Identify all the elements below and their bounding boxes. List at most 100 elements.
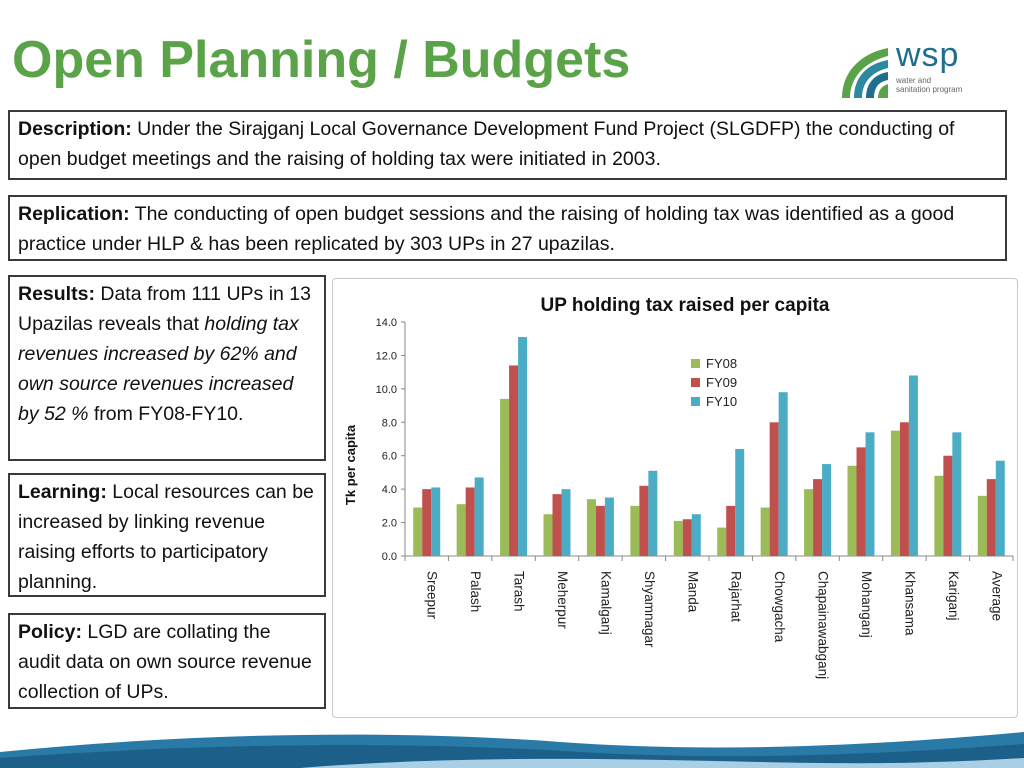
bar-fy08-manda (673, 520, 683, 556)
description-label: Description: (18, 118, 132, 140)
bar-fy10-mohanganj (865, 432, 875, 556)
bar-fy10-kariganj (952, 432, 962, 556)
bar-fy08-khansama (890, 430, 900, 556)
category-label: Manda (685, 571, 700, 613)
category-label: Mohanganj (859, 571, 874, 638)
chart-frame: UP holding tax raised per capita Tk per … (332, 278, 1018, 718)
bar-fy09-chowgacha (769, 422, 779, 556)
bar-fy08-mohanganj (847, 465, 857, 556)
category-label: Palash (468, 571, 483, 612)
policy-text: LGD are collating the audit data on own … (18, 621, 312, 703)
description-box: Description: Under the Sirajganj Local G… (8, 110, 1007, 180)
bar-fy09-tarash (509, 365, 519, 556)
category-label: Rajarhat (729, 571, 744, 622)
bar-chart: UP holding tax raised per capita Tk per … (343, 295, 1014, 679)
legend-swatch-fy10 (691, 397, 700, 406)
bar-fy08-shyamnagar (630, 505, 640, 556)
bar-fy09-kamalganj (595, 505, 605, 556)
logo-line-1: water and (896, 76, 932, 85)
y-axis-label: Tk per capita (343, 424, 358, 505)
bar-fy09-manda (682, 519, 692, 556)
category-label: Kariganj (946, 571, 961, 621)
results-box: Results: Data from 111 UPs in 13 Upazila… (8, 275, 326, 461)
bar-fy10-sreepur (431, 487, 441, 556)
bar-fy08-rajarhat (717, 527, 727, 556)
y-tick-label: 0.0 (382, 551, 397, 563)
bar-fy08-average (977, 495, 987, 556)
bar-fy09-kariganj (943, 455, 953, 556)
results-text-2: from FY08-FY10. (88, 403, 244, 425)
bar-fy08-palash (456, 504, 466, 556)
legend-label-fy10: FY10 (706, 394, 737, 409)
bar-fy10-chowgacha (778, 392, 788, 556)
category-label: Tarash (512, 571, 527, 612)
bar-fy10-meherpur (561, 489, 571, 556)
legend-label-fy09: FY09 (706, 375, 737, 390)
y-tick-label: 8.0 (382, 417, 397, 429)
bar-fy10-kamalganj (604, 497, 614, 556)
category-label: Chapainawabganj (816, 571, 831, 679)
y-tick-label: 6.0 (382, 451, 397, 463)
bar-fy09-sreepur (422, 489, 432, 556)
category-label: Khansama (902, 571, 917, 636)
category-label: Kamalganj (598, 571, 613, 635)
wave-icon (842, 48, 888, 98)
bar-fy10-shyamnagar (648, 470, 658, 556)
bar-fy08-meherpur (543, 514, 553, 556)
y-tick-label: 14.0 (376, 317, 397, 329)
bar-fy10-tarash (518, 337, 528, 556)
bar-fy08-chapainawabganj (804, 489, 814, 556)
bar-fy08-sreepur (413, 507, 423, 556)
results-label: Results: (18, 283, 95, 305)
results-text-1: Data from 111 UPs in 13 Upazilas reveals… (18, 283, 311, 335)
bar-fy09-khansama (899, 422, 909, 556)
bar-fy10-average (995, 460, 1005, 556)
logo-line-2: sanitation program (896, 85, 963, 94)
bar-fy09-meherpur (552, 494, 562, 556)
learning-text: Local resources can be increased by link… (18, 481, 314, 593)
bar-fy09-palash (465, 487, 475, 556)
bar-fy10-rajarhat (735, 449, 745, 556)
bar-fy10-palash (474, 477, 484, 556)
bar-fy08-chowgacha (760, 507, 770, 556)
bar-fy08-tarash (500, 398, 510, 556)
replication-label: Replication: (18, 203, 130, 225)
learning-label: Learning: (18, 481, 107, 503)
category-label: Chowgacha (772, 571, 787, 643)
category-label: Meherpur (555, 571, 570, 629)
footer-wave (0, 732, 1024, 768)
learning-box: Learning: Local resources can be increas… (8, 473, 326, 597)
policy-box: Policy: LGD are collating the audit data… (8, 613, 326, 709)
bar-fy08-kariganj (934, 475, 944, 556)
chart-bars (413, 337, 1005, 556)
replication-text: The conducting of open budget sessions a… (18, 203, 955, 255)
bar-fy10-chapainawabganj (822, 464, 832, 556)
bar-fy09-average (986, 479, 996, 556)
y-tick-label: 12.0 (376, 350, 397, 362)
legend-label-fy08: FY08 (706, 356, 737, 371)
page-title: Open Planning / Budgets (12, 31, 631, 89)
category-labels: Sreepur Palash Tarash Meherpur Kamalganj Shya… (425, 571, 1005, 679)
y-tick-label: 10.0 (376, 384, 397, 396)
y-tick-label: 2.0 (382, 518, 397, 530)
bar-fy08-kamalganj (586, 499, 596, 556)
bar-fy10-manda (691, 514, 701, 556)
chart-legend: FY08 FY09 FY10 (691, 356, 737, 409)
category-label: Average (989, 571, 1004, 621)
replication-box: Replication: The conducting of open budg… (8, 195, 1007, 261)
policy-label: Policy: (18, 621, 82, 643)
wsp-logo: wsp water and sanitation program (840, 36, 990, 100)
logo-word: wsp (896, 36, 960, 74)
y-tick-label: 4.0 (382, 484, 397, 496)
bar-fy09-shyamnagar (639, 485, 649, 556)
bar-fy09-rajarhat (726, 505, 736, 556)
y-tick-labels: 0.0 2.0 4.0 6.0 8.0 10.0 12.0 14.0 (376, 317, 397, 563)
bar-fy09-mohanganj (856, 447, 866, 556)
legend-swatch-fy09 (691, 378, 700, 387)
results-italic: holding tax revenues increased by 62% an… (18, 313, 299, 425)
bar-fy10-khansama (908, 375, 918, 556)
description-text: Under the Sirajganj Local Governance Dev… (18, 118, 955, 170)
chart-title: UP holding tax raised per capita (541, 295, 830, 316)
category-label: Sreepur (425, 571, 440, 620)
bar-fy09-chapainawabganj (813, 479, 823, 556)
